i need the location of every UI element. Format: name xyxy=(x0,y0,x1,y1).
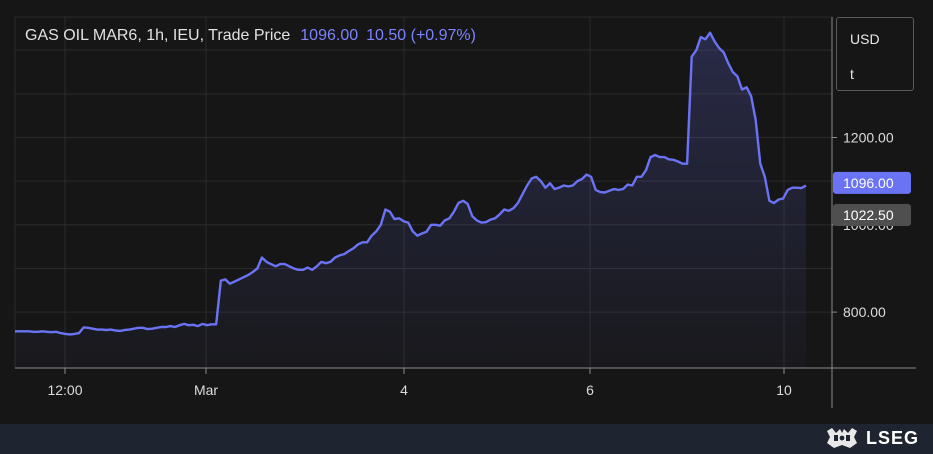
price-labels: 1022.50 1096.00 xyxy=(833,171,911,226)
reference-price-tag-bg xyxy=(833,203,911,226)
series-line xyxy=(15,31,807,336)
footer-bar: LSEG xyxy=(0,424,933,454)
brand-logo: LSEG xyxy=(824,427,919,449)
unit-selector[interactable]: USD t xyxy=(836,17,914,91)
lseg-crest-icon xyxy=(826,428,857,448)
area-fill-layer xyxy=(15,32,806,368)
currency-label: USD xyxy=(850,31,880,47)
brand-name: LSEG xyxy=(865,427,919,448)
line-layer xyxy=(15,31,807,336)
x-tick-label: 6 xyxy=(586,382,594,398)
reference-price-tag: 1022.50 xyxy=(843,207,894,223)
instrument-title: GAS OIL MAR6, 1h, IEU, Trade Price xyxy=(25,27,291,44)
last-price-tag-bg xyxy=(833,171,911,194)
chart-header: GAS OIL MAR6, 1h, IEU, Trade Price 1096.0… xyxy=(25,27,476,45)
x-tick-label: 4 xyxy=(400,382,408,398)
last-price-tag: 1096.00 xyxy=(843,175,894,191)
x-tick-label: 10 xyxy=(776,382,792,398)
y-tick-label: 800.00 xyxy=(843,304,886,320)
price-change: 10.50 (+0.97%) xyxy=(366,27,476,44)
series-area xyxy=(15,32,806,368)
y-tick-label: 1200.00 xyxy=(843,129,894,145)
unit-label: t xyxy=(850,66,854,82)
last-price: 1096.00 xyxy=(300,27,359,44)
x-tick-label: Mar xyxy=(194,382,218,398)
x-tick-label: 12:00 xyxy=(47,382,82,398)
